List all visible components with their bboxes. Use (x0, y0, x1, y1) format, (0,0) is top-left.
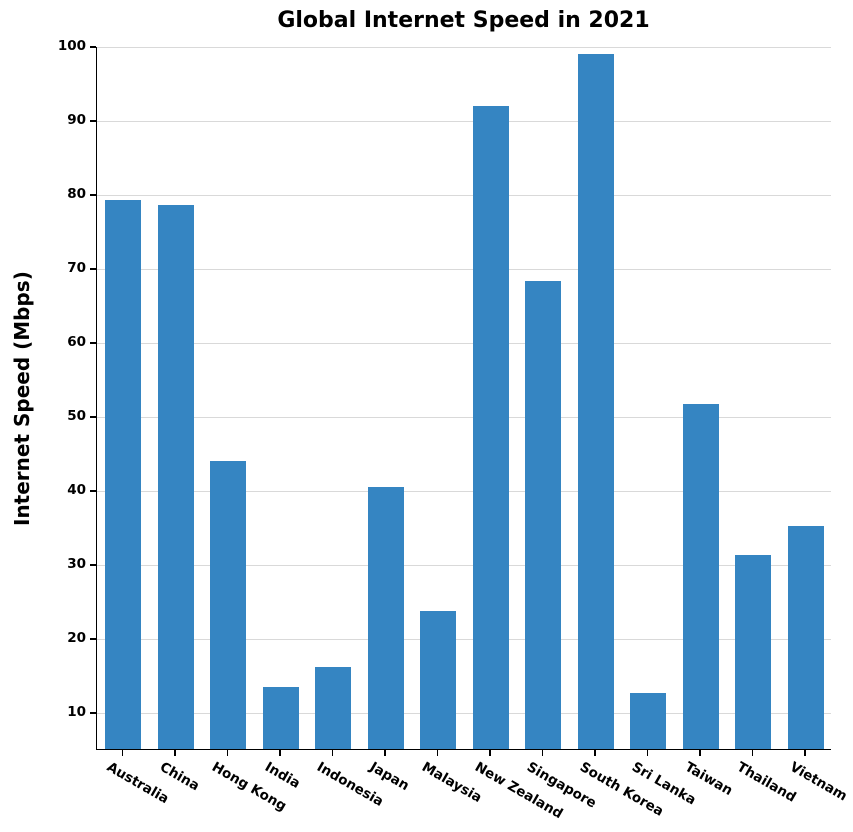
bar (787, 525, 824, 749)
bar (735, 555, 772, 749)
y-tick-mark (90, 268, 96, 270)
bar (577, 54, 614, 749)
bar (210, 461, 247, 749)
x-tick-mark (751, 750, 753, 756)
x-tick-mark (226, 750, 228, 756)
y-tick-label: 60 (67, 334, 86, 350)
gridline (97, 491, 831, 492)
bar (105, 200, 142, 749)
x-tick-mark (331, 750, 333, 756)
bar (682, 404, 719, 749)
x-tick-label: India (261, 759, 303, 792)
gridline (97, 269, 831, 270)
bar (420, 610, 457, 749)
x-tick-mark (489, 750, 491, 756)
y-tick-label: 90 (67, 112, 86, 128)
x-tick-label: Thailand (734, 759, 800, 806)
x-tick-mark (121, 750, 123, 756)
x-tick-mark (541, 750, 543, 756)
y-tick-label: 70 (67, 260, 86, 276)
y-tick-mark (90, 342, 96, 344)
y-tick-label: 50 (67, 408, 86, 424)
x-tick-label: Vietnam (786, 759, 850, 805)
y-tick-mark (90, 564, 96, 566)
x-tick-label: New Zealand (471, 759, 566, 823)
gridline (97, 47, 831, 48)
bar (472, 106, 509, 749)
y-tick-label: 100 (57, 38, 86, 54)
x-tick-mark (594, 750, 596, 756)
y-tick-mark (90, 194, 96, 196)
bar (262, 687, 299, 749)
y-tick-mark (90, 120, 96, 122)
y-tick-label: 30 (67, 556, 86, 572)
gridline (97, 195, 831, 196)
bar (157, 204, 194, 749)
gridline (97, 417, 831, 418)
gridline (97, 713, 831, 714)
y-tick-mark (90, 416, 96, 418)
plot-area (96, 47, 831, 750)
y-tick-label: 40 (67, 482, 86, 498)
x-tick-mark (174, 750, 176, 756)
bar (630, 693, 667, 749)
bar (525, 280, 562, 749)
y-tick-label: 10 (67, 704, 86, 720)
y-tick-label: 80 (67, 186, 86, 202)
x-tick-mark (699, 750, 701, 756)
bar (315, 667, 352, 749)
chart-title: Global Internet Speed in 2021 (277, 8, 650, 33)
bar (367, 487, 404, 749)
gridline (97, 565, 831, 566)
gridline (97, 343, 831, 344)
y-tick-mark (90, 712, 96, 714)
x-tick-mark (804, 750, 806, 756)
gridline (97, 121, 831, 122)
y-tick-mark (90, 638, 96, 640)
y-tick-mark (90, 46, 96, 48)
x-tick-mark (646, 750, 648, 756)
y-tick-label: 20 (67, 630, 86, 646)
x-tick-mark (384, 750, 386, 756)
gridline (97, 639, 831, 640)
y-axis-label: Internet Speed (Mbps) (10, 271, 34, 526)
x-tick-mark (436, 750, 438, 756)
y-tick-mark (90, 490, 96, 492)
x-tick-mark (279, 750, 281, 756)
